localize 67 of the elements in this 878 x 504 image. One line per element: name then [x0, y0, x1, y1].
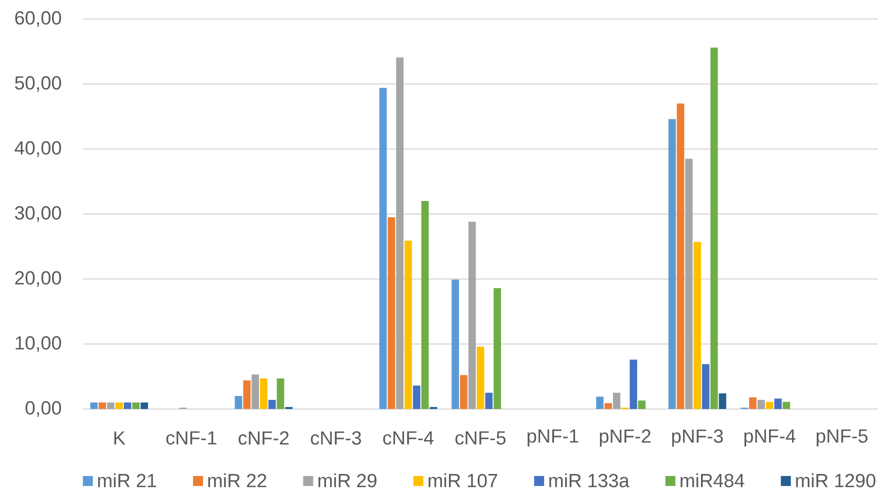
- bar: [412, 386, 420, 409]
- bar: [485, 392, 493, 409]
- bar: [243, 380, 251, 409]
- bar: [676, 103, 684, 409]
- bar: [604, 403, 612, 409]
- bar: [268, 400, 276, 409]
- bar: [124, 402, 132, 409]
- bar: [685, 158, 693, 409]
- bar: [612, 392, 620, 409]
- bar: [396, 57, 404, 409]
- y-tick-label: 50,00: [15, 76, 62, 92]
- legend-label: miR 22: [208, 473, 266, 488]
- bar: [494, 288, 502, 409]
- bar: [758, 400, 765, 409]
- bar: [90, 402, 98, 409]
- x-tick-label: pNF-5: [816, 429, 868, 446]
- bar: [234, 396, 242, 409]
- x-tick-label: cNF-2: [238, 431, 289, 445]
- bar: [476, 346, 484, 409]
- x-tick-label: pNF-1: [528, 429, 578, 446]
- bar: [766, 402, 774, 409]
- bar: [749, 397, 756, 409]
- x-tick-label: pNF-4: [744, 429, 796, 446]
- bar: [260, 378, 268, 409]
- x-tick-label: cNF-3: [310, 431, 361, 445]
- legend-label: miR 1290: [796, 473, 876, 488]
- y-tick-label: 20,00: [15, 271, 62, 287]
- bar: [702, 364, 710, 409]
- bar: [630, 360, 638, 409]
- y-tick-label: 60,00: [15, 11, 62, 27]
- bar: [452, 280, 460, 409]
- y-tick-label: 0,00: [26, 401, 62, 417]
- x-tick-label: pNF-3: [672, 429, 723, 447]
- y-tick-label: 30,00: [14, 206, 62, 222]
- legend-label: miR 29: [318, 473, 376, 488]
- legend-label: miR 107: [428, 473, 498, 488]
- x-tick-label: cNF-5: [455, 431, 506, 445]
- x-tick-label: K: [114, 431, 126, 445]
- bar: [596, 396, 604, 409]
- bar: [782, 402, 790, 409]
- bar: [276, 378, 284, 409]
- bar: [638, 400, 646, 409]
- bar: [107, 402, 114, 409]
- bar: [388, 217, 396, 409]
- legend-label: miR484: [680, 473, 744, 488]
- bar: [710, 48, 718, 409]
- bar: [98, 402, 106, 409]
- bar: [668, 119, 676, 409]
- bar: [468, 222, 476, 409]
- bar: [774, 398, 782, 409]
- x-tick-label: pNF-2: [600, 429, 650, 447]
- bar: [379, 88, 387, 409]
- bar: [718, 393, 726, 409]
- y-tick-label: 10,00: [16, 336, 62, 352]
- x-tick-label: cNF-1: [166, 431, 216, 445]
- bar: [252, 374, 259, 409]
- bar: [421, 200, 429, 409]
- bar: [460, 375, 468, 409]
- bar: [132, 402, 140, 409]
- x-tick-label: cNF-4: [383, 431, 434, 445]
- bar: [140, 402, 148, 409]
- legend-label: miR 133a: [549, 473, 630, 488]
- bar: [115, 402, 123, 409]
- bar: [694, 242, 702, 409]
- y-tick-label: 40,00: [14, 141, 62, 157]
- legend-label: miR 21: [98, 473, 156, 488]
- bar: [404, 240, 412, 409]
